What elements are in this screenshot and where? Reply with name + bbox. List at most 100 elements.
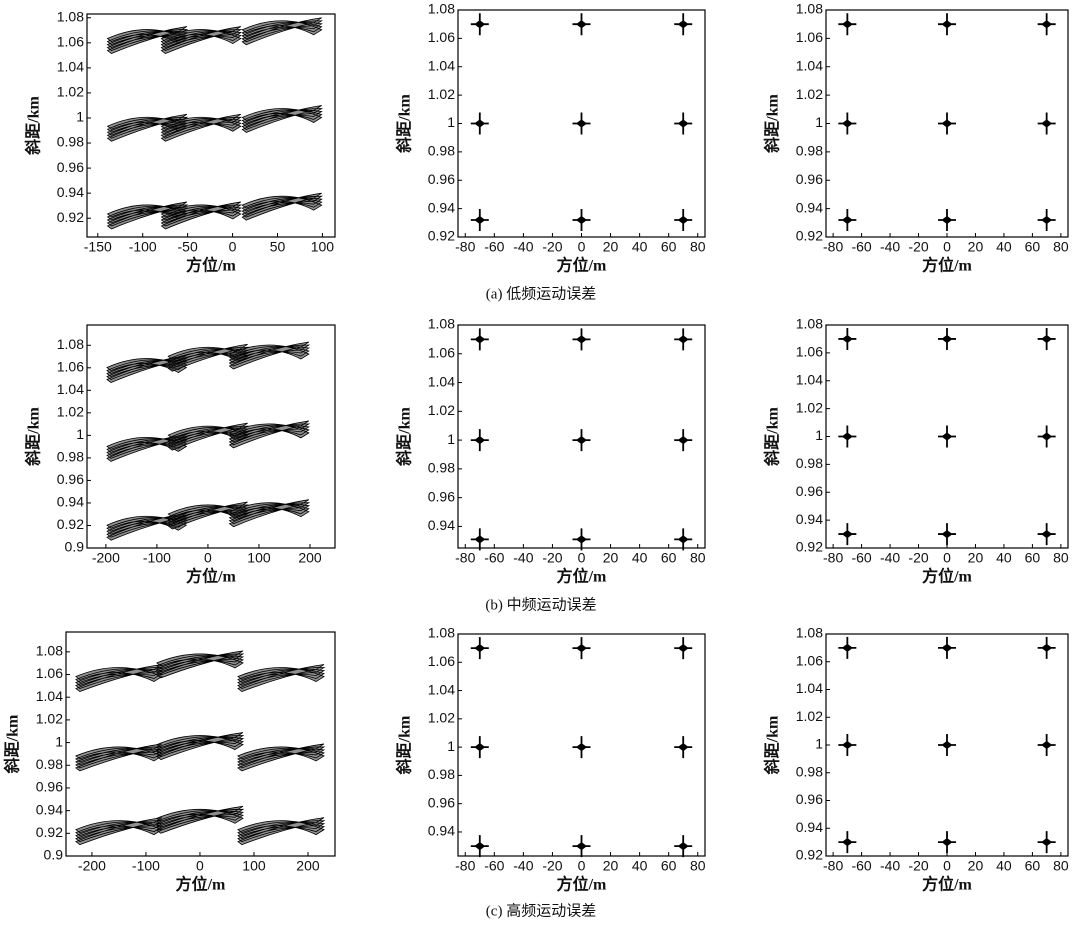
y-tick-label: 1.04 [57,59,84,75]
x-tick-label: 60 [1025,858,1041,874]
target-point [156,650,245,679]
y-tick-label: 0.96 [428,794,455,810]
x-axis-label: 方位/m [922,567,972,586]
y-tick-label: 0.94 [428,823,455,839]
y-tick-label: 1.08 [428,625,455,641]
y-tick-label: 1.06 [796,652,823,668]
x-tick-label: 0 [578,239,586,255]
x-tick-label: 60 [1025,550,1041,566]
caption: (c) 高频运动误差 [486,902,596,919]
target-point [674,112,693,135]
x-tick-label: -80 [455,239,475,255]
x-tick-label: -40 [513,858,533,874]
x-tick-label: 60 [661,239,677,255]
x-tick-label: -150 [84,239,112,255]
x-tick-label: 0 [196,858,204,874]
x-tick-label: -20 [542,550,562,566]
target-point [838,734,857,756]
y-tick-label: 0.98 [428,143,455,159]
target-point [938,112,956,135]
y-tick-label: 1.06 [428,344,455,360]
y-tick-label: 1.06 [57,34,84,50]
x-tick-label: 80 [690,858,706,874]
target-point [938,523,956,546]
x-tick-label: -200 [92,550,120,566]
x-tick-label: 100 [311,239,335,255]
target-point [1037,13,1056,36]
x-tick-label: -40 [880,239,900,255]
y-tick-label: 0.96 [57,159,84,175]
y-tick-label: 1 [815,736,823,752]
y-tick-label: 1 [447,738,455,754]
y-tick-label: 1.06 [796,29,823,45]
y-tick-label: 1.02 [36,711,63,727]
x-tick-label: 40 [996,858,1012,874]
y-tick-label: 0.92 [796,539,823,555]
x-tick-label: 0 [943,550,951,566]
target-point [156,732,245,761]
y-tick-label: 0.96 [796,171,823,187]
x-tick-label: 80 [690,550,706,566]
y-tick-label: 0.96 [796,791,823,807]
x-tick-label: -50 [178,239,198,255]
y-tick-label: 1.02 [428,402,455,418]
y-tick-label: 1.04 [796,371,823,387]
x-tick-label: -40 [880,858,900,874]
y-axis-label: 斜距/km [24,406,43,466]
x-tick-label: -60 [851,239,871,255]
y-tick-label: 0.98 [796,143,823,159]
y-tick-label: 0.9 [44,847,64,863]
y-tick-label: 1 [55,733,63,749]
x-tick-label: 80 [1053,550,1069,566]
y-tick-label: 1.08 [428,316,455,332]
y-tick-label: 0.98 [57,134,84,150]
target-point [674,429,693,452]
y-tick-label: 1.02 [428,710,455,726]
y-tick-label: 0.98 [57,449,84,465]
target-point [938,831,956,854]
target-point [838,208,857,231]
y-tick-label: 1.08 [796,316,823,332]
target-point [938,208,956,231]
x-tick-label: -20 [542,858,562,874]
target-point [156,805,245,834]
target-point [160,201,243,230]
x-axis-label: 方位/m [922,875,972,894]
target-point [938,327,956,350]
y-tick-label: 0.92 [796,847,823,863]
target-point [674,328,693,351]
target-point [938,13,956,36]
y-axis-label: 斜距/km [24,95,43,155]
target-point [674,637,693,660]
y-tick-label: 0.94 [428,517,455,533]
y-tick-label: 0.94 [796,819,823,835]
y-tick-label: 1.02 [796,708,823,724]
x-tick-label: 20 [603,858,619,874]
x-axis-label: 方位/m [176,875,226,894]
y-tick-label: 1.04 [428,373,455,389]
target-point [228,420,311,449]
y-tick-label: 1.06 [57,359,84,375]
target-point [237,664,326,692]
x-axis-label: 方位/m [557,256,607,275]
y-tick-label: 1.08 [796,625,823,641]
target-point [237,817,326,846]
x-tick-label: 100 [247,550,271,566]
x-tick-label: -60 [484,550,504,566]
target-point [470,13,489,36]
x-tick-label: 100 [242,858,266,874]
target-point [1037,636,1056,659]
target-point [1037,831,1056,854]
target-point [572,429,591,452]
caption: (b) 中频运动误差 [485,596,596,613]
target-point [1037,734,1056,756]
y-tick-label: 1.06 [36,665,63,681]
target-point [938,734,956,756]
x-tick-label: -100 [132,858,160,874]
target-point [572,208,591,231]
x-tick-label: 40 [632,239,648,255]
y-tick-label: 0.92 [428,228,455,244]
y-tick-label: 1.06 [428,653,455,669]
y-tick-label: 0.96 [428,171,455,187]
